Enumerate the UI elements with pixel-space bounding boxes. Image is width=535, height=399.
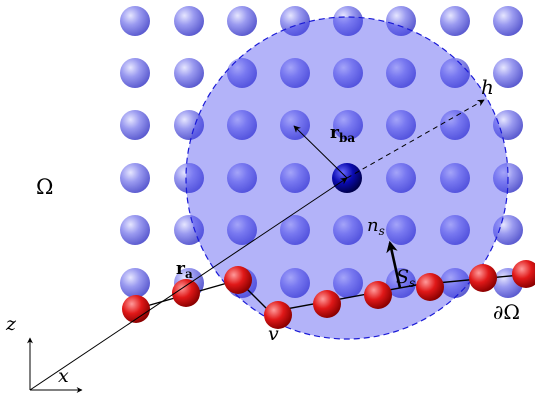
rba-label-sub: ba [339,131,355,145]
fluid-particle [386,110,416,140]
fluid-particle [386,268,416,298]
fluid-particle [333,215,363,245]
fluid-particle [333,58,363,88]
axis-z-label: z [5,313,17,335]
boundary-particle [264,301,292,329]
boundary-label: ∂Ω [493,300,520,324]
boundary-particle [122,295,150,323]
boundary-particle [364,281,392,309]
rba-label-main: r [330,123,340,143]
fluid-particle [280,215,310,245]
boundary-particle [313,290,341,318]
fluid-particle [174,58,204,88]
domain-label: Ω [36,175,53,199]
fluid-particle [440,110,470,140]
vertex-label: v [268,323,279,345]
ra-label-sub: a [185,267,193,281]
fluid-particle [120,268,150,298]
Ss-label-sub: s [409,276,415,290]
fluid-particle [440,58,470,88]
fluid-particle [333,6,363,36]
boundary-particle [224,266,252,294]
fluid-particle [120,215,150,245]
fluid-particle [386,6,416,36]
fluid-particle [493,215,523,245]
ns-label: ns [367,215,385,238]
fluid-particle [120,6,150,36]
fluid-particle [280,268,310,298]
ra-label-main: r [176,259,186,279]
fluid-particle [174,163,204,193]
fluid-particle [174,6,204,36]
ns-label-sub: s [379,224,385,238]
relative-vector-rba [293,125,348,179]
fluid-particle [280,58,310,88]
fluid-particle-grid [120,6,523,298]
fluid-particle [227,58,257,88]
boundary-particle [416,273,444,301]
boundary-normal-ns [386,240,402,289]
rba-label: rba [330,123,355,145]
fluid-particle [280,110,310,140]
fluid-particle [333,110,363,140]
boundary-particle [172,279,200,307]
fluid-particle [440,6,470,36]
fluid-particle [440,215,470,245]
fluid-particle [440,163,470,193]
ra-label: ra [176,259,193,281]
fluid-particle [493,6,523,36]
boundary-particle [469,264,497,292]
fluid-particle [120,163,150,193]
fluid-particle [333,268,363,298]
boundary-particle [512,260,535,288]
position-vector-ra [29,177,348,391]
fluid-particle [493,58,523,88]
ns-label-main: n [367,215,379,236]
axis-x-label: x [58,365,69,387]
fluid-particle [227,110,257,140]
fluid-particle [174,110,204,140]
fluid-particle [174,215,204,245]
fluid-particle [386,215,416,245]
fluid-particle [227,215,257,245]
fluid-particle [227,6,257,36]
fluid-particle [120,110,150,140]
Ss-label-main: S [396,266,409,288]
Ss-label: Ss [396,266,415,290]
fluid-particle [386,163,416,193]
fluid-particle [280,163,310,193]
fluid-particle [386,58,416,88]
fluid-particle [227,163,257,193]
fluid-particle [120,58,150,88]
h-label: h [481,75,494,99]
fluid-particle [493,110,523,140]
boundary-particle-row [122,260,535,329]
fluid-particle [280,6,310,36]
